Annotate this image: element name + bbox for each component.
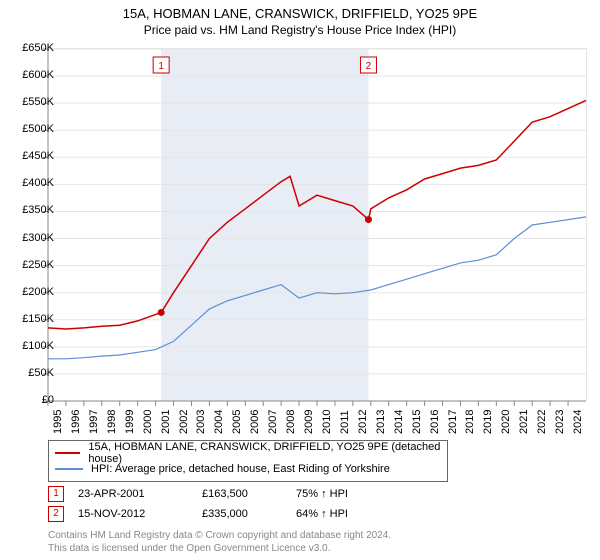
sale-price: £163,500 xyxy=(202,488,282,500)
x-tick-label: 2019 xyxy=(482,410,494,434)
title-main: 15A, HOBMAN LANE, CRANSWICK, DRIFFIELD, … xyxy=(0,6,600,21)
x-tick-label: 2001 xyxy=(160,410,172,434)
footer-line-2: This data is licensed under the Open Gov… xyxy=(48,543,330,554)
y-tick-label: £300K xyxy=(22,232,54,244)
y-tick-label: £50K xyxy=(28,367,54,379)
legend-item: HPI: Average price, detached house, East… xyxy=(55,461,441,477)
x-tick-label: 1996 xyxy=(70,410,82,434)
y-tick-label: £400K xyxy=(22,177,54,189)
sale-marker-number-1: 1 xyxy=(158,61,164,72)
y-tick-label: £200K xyxy=(22,286,54,298)
sale-pct: 64% ↑ HPI xyxy=(296,508,386,520)
x-tick-label: 2010 xyxy=(321,410,333,434)
x-tick-label: 2002 xyxy=(178,410,190,434)
x-tick-label: 2012 xyxy=(357,410,369,434)
x-tick-label: 1995 xyxy=(52,410,64,434)
x-tick-label: 2004 xyxy=(213,410,225,434)
x-tick-label: 2005 xyxy=(231,410,243,434)
x-tick-label: 2013 xyxy=(375,410,387,434)
x-tick-label: 2016 xyxy=(429,410,441,434)
sale-point-1 xyxy=(158,309,165,316)
legend-item: 15A, HOBMAN LANE, CRANSWICK, DRIFFIELD, … xyxy=(55,445,441,461)
sale-pct: 75% ↑ HPI xyxy=(296,488,386,500)
title-block: 15A, HOBMAN LANE, CRANSWICK, DRIFFIELD, … xyxy=(0,0,600,37)
x-tick-label: 2018 xyxy=(464,410,476,434)
chart-container: 15A, HOBMAN LANE, CRANSWICK, DRIFFIELD, … xyxy=(0,0,600,560)
x-tick-label: 1997 xyxy=(88,410,100,434)
sales-table: 1 23-APR-2001 £163,500 75% ↑ HPI 2 15-NOV-201… xyxy=(48,484,386,524)
plot-svg: 12 xyxy=(48,49,586,401)
y-tick-label: £550K xyxy=(22,96,54,108)
x-tick-label: 2011 xyxy=(339,410,351,434)
y-tick-label: £150K xyxy=(22,313,54,325)
x-tick-label: 2006 xyxy=(249,410,261,434)
y-tick-label: £650K xyxy=(22,42,54,54)
footer-note: Contains HM Land Registry data © Crown c… xyxy=(48,530,391,555)
x-tick-label: 2017 xyxy=(447,410,459,434)
legend-swatch xyxy=(55,468,83,470)
x-tick-label: 2007 xyxy=(267,410,279,434)
sale-date: 23-APR-2001 xyxy=(78,488,188,500)
sale-point-2 xyxy=(365,216,372,223)
sale-row-marker: 1 xyxy=(48,486,64,502)
sale-row-marker: 2 xyxy=(48,506,64,522)
x-tick-label: 2021 xyxy=(518,410,530,434)
x-tick-label: 1999 xyxy=(124,410,136,434)
x-tick-label: 1998 xyxy=(106,410,118,434)
y-tick-label: £350K xyxy=(22,204,54,216)
footer-line-1: Contains HM Land Registry data © Crown c… xyxy=(48,530,391,541)
sale-marker-number-2: 2 xyxy=(366,61,372,72)
x-tick-label: 2014 xyxy=(393,410,405,434)
legend-label: 15A, HOBMAN LANE, CRANSWICK, DRIFFIELD, … xyxy=(88,441,441,465)
x-tick-label: 2000 xyxy=(142,410,154,434)
x-tick-label: 2020 xyxy=(500,410,512,434)
title-sub: Price paid vs. HM Land Registry's House … xyxy=(0,23,600,37)
legend-swatch xyxy=(55,452,80,454)
y-tick-label: £450K xyxy=(22,150,54,162)
sale-row: 2 15-NOV-2012 £335,000 64% ↑ HPI xyxy=(48,504,386,524)
y-tick-label: £250K xyxy=(22,259,54,271)
x-tick-label: 2023 xyxy=(554,410,566,434)
x-tick-label: 2008 xyxy=(285,410,297,434)
x-tick-label: 2024 xyxy=(572,410,584,434)
y-tick-label: £100K xyxy=(22,340,54,352)
legend-label: HPI: Average price, detached house, East… xyxy=(91,463,390,475)
sale-date: 15-NOV-2012 xyxy=(78,508,188,520)
legend: 15A, HOBMAN LANE, CRANSWICK, DRIFFIELD, … xyxy=(48,440,448,482)
y-tick-label: £0 xyxy=(42,394,54,406)
plot-area: 12 xyxy=(48,48,587,401)
y-tick-label: £600K xyxy=(22,69,54,81)
x-tick-label: 2009 xyxy=(303,410,315,434)
x-tick-label: 2003 xyxy=(195,410,207,434)
x-tick-label: 2022 xyxy=(536,410,548,434)
y-tick-label: £500K xyxy=(22,123,54,135)
sale-price: £335,000 xyxy=(202,508,282,520)
sale-row: 1 23-APR-2001 £163,500 75% ↑ HPI xyxy=(48,484,386,504)
x-tick-label: 2015 xyxy=(411,410,423,434)
